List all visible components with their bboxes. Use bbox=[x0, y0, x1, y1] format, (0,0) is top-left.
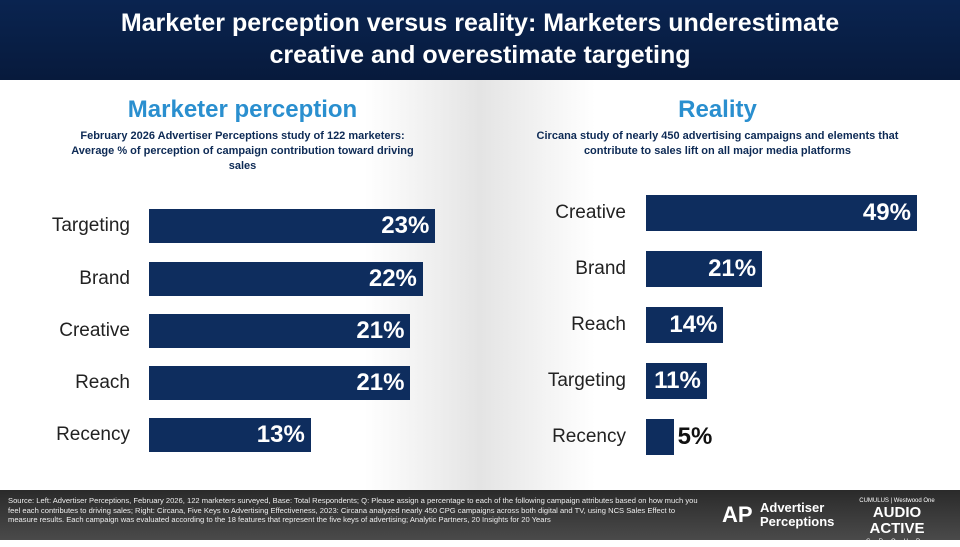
left-bar-reach bbox=[149, 366, 411, 400]
right-value-label: 49% bbox=[862, 199, 911, 226]
right-chart-title: Reality bbox=[678, 96, 757, 123]
left-bar-creative bbox=[149, 314, 411, 348]
right-bar-recency bbox=[646, 419, 674, 455]
right-value-label: 14% bbox=[669, 311, 718, 338]
left-chart-title: Marketer perception bbox=[127, 96, 358, 123]
right-category-label: Reach bbox=[571, 314, 626, 335]
logo2-sub: GROUP bbox=[865, 539, 928, 545]
slide-header: Marketer perception versus reality: Mark… bbox=[0, 0, 960, 80]
left-bar-targeting bbox=[149, 209, 436, 243]
right-chart-subtitle: Circana study of nearly 450 advertising … bbox=[536, 130, 899, 157]
left-category-label: Recency bbox=[56, 424, 130, 445]
logo1-line1: Advertiser bbox=[760, 500, 825, 515]
left-category-label: Creative bbox=[59, 320, 130, 341]
logo2-main: AUDIO ACTIVE bbox=[869, 504, 925, 537]
right-category-label: Targeting bbox=[547, 370, 626, 391]
left-value-label: 21% bbox=[356, 317, 405, 344]
advertiser-perceptions-logo-icon: AP bbox=[722, 502, 753, 527]
left-category-label: Reach bbox=[75, 372, 130, 393]
logo2-top: CUMULUS | Westwood One bbox=[859, 498, 935, 504]
right-category-label: Recency bbox=[552, 426, 626, 447]
left-value-label: 22% bbox=[368, 265, 417, 292]
left-bar-brand bbox=[149, 262, 423, 296]
left-category-label: Targeting bbox=[51, 215, 130, 236]
logo1-line2: Perceptions bbox=[760, 514, 835, 529]
left-value-label: 21% bbox=[356, 369, 405, 396]
source-note: Source: Left: Advertiser Perceptions, Fe… bbox=[8, 496, 698, 524]
slide-title-line2: creative and overestimate targeting bbox=[269, 41, 691, 69]
right-value-label: 21% bbox=[708, 255, 757, 282]
right-bar-brand bbox=[646, 251, 763, 287]
right-value-label: 5% bbox=[677, 423, 713, 450]
right-category-label: Creative bbox=[555, 202, 626, 223]
left-value-label: 13% bbox=[256, 421, 305, 448]
left-value-label: 23% bbox=[381, 212, 430, 239]
right-value-label: 11% bbox=[654, 367, 701, 394]
right-bar-targeting bbox=[646, 363, 707, 399]
right-bar-creative bbox=[646, 195, 917, 231]
advertiser-perceptions-logo: Advertiser Perceptions bbox=[760, 501, 834, 529]
left-chart-subtitle: February 2026 Advertiser Perceptions stu… bbox=[71, 130, 414, 172]
slide-title-line1: Marketer perception versus reality: Mark… bbox=[120, 9, 840, 37]
left-category-label: Brand bbox=[79, 268, 130, 289]
right-category-label: Brand bbox=[575, 258, 626, 279]
left-bar-recency bbox=[149, 418, 311, 452]
right-bar-reach bbox=[646, 307, 724, 343]
footer: Source: Left: Advertiser Perceptions, Fe… bbox=[0, 490, 960, 545]
